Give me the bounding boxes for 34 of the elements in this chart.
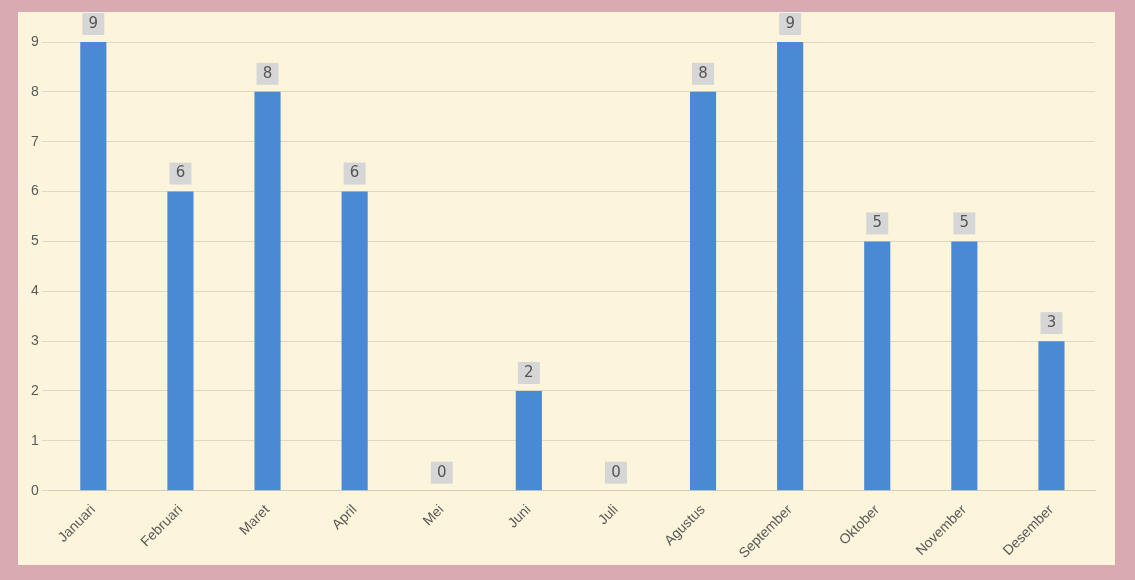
x-tick-label: Mei xyxy=(419,501,447,529)
y-tick-label: 4 xyxy=(30,282,39,299)
data-label: 0 xyxy=(436,462,447,481)
y-tick-label: 2 xyxy=(30,381,39,398)
data-label: 8 xyxy=(262,63,273,82)
y-tick-label: 0 xyxy=(30,481,39,498)
data-label: 6 xyxy=(349,163,360,182)
y-tick-label: 3 xyxy=(30,331,39,348)
data-label: 9 xyxy=(88,13,99,32)
data-label: 8 xyxy=(698,63,708,82)
y-tick-label: 6 xyxy=(30,182,39,199)
data-label: 5 xyxy=(872,213,883,232)
bar xyxy=(167,191,194,491)
data-label: 9 xyxy=(785,13,795,32)
bar xyxy=(515,390,542,491)
bar xyxy=(864,241,891,491)
data-label: 6 xyxy=(175,163,186,182)
data-label: 0 xyxy=(611,462,621,481)
y-tick-label: 1 xyxy=(30,431,39,448)
bar xyxy=(341,191,368,491)
x-tick-label: Juli xyxy=(594,501,621,528)
data-label: 2 xyxy=(524,362,534,381)
bar xyxy=(80,42,107,491)
bar xyxy=(951,241,978,491)
bar xyxy=(254,91,281,491)
bar xyxy=(777,42,804,491)
y-tick-label: 8 xyxy=(30,82,39,99)
data-label: 3 xyxy=(1046,313,1057,332)
bar xyxy=(689,91,717,491)
data-label: 5 xyxy=(959,213,970,232)
bar xyxy=(1038,341,1065,491)
y-tick-label: 9 xyxy=(30,32,39,49)
y-tick-label: 5 xyxy=(30,232,39,249)
y-tick-label: 7 xyxy=(30,132,39,149)
